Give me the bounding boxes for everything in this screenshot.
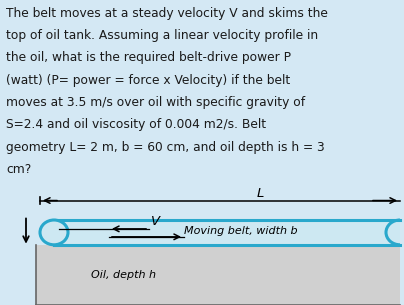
Text: L: L (256, 187, 264, 200)
Text: (watt) (P= power = force x Velocity) if the belt: (watt) (P= power = force x Velocity) if … (6, 74, 290, 87)
Text: the oil, what is the required belt-drive power P: the oil, what is the required belt-drive… (6, 51, 291, 64)
Text: Moving belt, width b: Moving belt, width b (184, 226, 298, 236)
Circle shape (40, 220, 68, 245)
Text: cm?: cm? (6, 163, 32, 176)
Text: geometry L= 2 m, b = 60 cm, and oil depth is h = 3: geometry L= 2 m, b = 60 cm, and oil dept… (6, 141, 325, 154)
Text: The belt moves at a steady velocity V and skims the: The belt moves at a steady velocity V an… (6, 7, 328, 20)
Bar (36, 245, 400, 305)
Text: V: V (151, 215, 160, 228)
Text: Oil, depth h: Oil, depth h (91, 270, 156, 280)
Text: top of oil tank. Assuming a linear velocity profile in: top of oil tank. Assuming a linear veloc… (6, 29, 318, 42)
Text: moves at 3.5 m/s over oil with specific gravity of: moves at 3.5 m/s over oil with specific … (6, 96, 305, 109)
Bar (54, 220, 400, 245)
Text: S=2.4 and oil viscosity of 0.004 m2/s. Belt: S=2.4 and oil viscosity of 0.004 m2/s. B… (6, 118, 266, 131)
